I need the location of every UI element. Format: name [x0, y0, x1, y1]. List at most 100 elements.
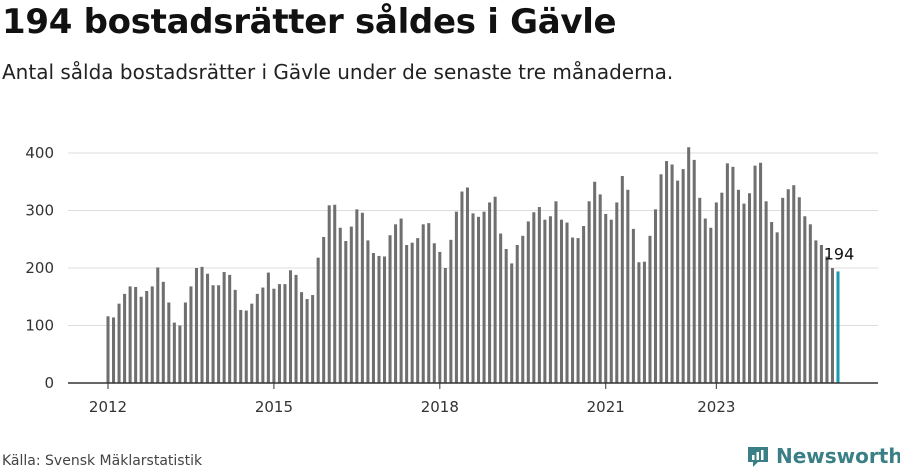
- bar[interactable]: [405, 245, 409, 383]
- bar[interactable]: [250, 303, 254, 383]
- bar[interactable]: [416, 238, 420, 383]
- bar[interactable]: [338, 227, 342, 383]
- bar[interactable]: [443, 268, 447, 383]
- bar[interactable]: [156, 267, 160, 383]
- bar[interactable]: [764, 201, 768, 383]
- bar[interactable]: [482, 211, 486, 383]
- bar[interactable]: [775, 232, 779, 383]
- brand-logo[interactable]: Newsworthy: [746, 443, 900, 469]
- bar[interactable]: [725, 163, 729, 383]
- bar[interactable]: [709, 227, 713, 383]
- bar[interactable]: [499, 233, 503, 384]
- bar[interactable]: [200, 266, 204, 383]
- bar[interactable]: [371, 253, 375, 383]
- bar[interactable]: [698, 197, 702, 383]
- bar[interactable]: [399, 218, 403, 383]
- bar[interactable]: [819, 245, 823, 383]
- bar[interactable]: [759, 162, 763, 383]
- bar[interactable]: [504, 249, 508, 383]
- bar[interactable]: [244, 310, 248, 383]
- bar[interactable]: [830, 268, 834, 383]
- bar[interactable]: [228, 274, 232, 383]
- bar[interactable]: [526, 221, 530, 383]
- bar[interactable]: [139, 296, 143, 383]
- bar[interactable]: [117, 303, 121, 383]
- bar[interactable]: [714, 202, 718, 383]
- bar[interactable]: [150, 286, 154, 383]
- bar[interactable]: [620, 176, 624, 383]
- bar[interactable]: [792, 185, 796, 383]
- bar[interactable]: [161, 281, 165, 383]
- bar[interactable]: [189, 286, 193, 383]
- bar[interactable]: [366, 240, 370, 383]
- bar[interactable]: [582, 226, 586, 383]
- bar[interactable]: [465, 187, 469, 384]
- bar[interactable]: [355, 209, 359, 383]
- bar[interactable]: [261, 287, 265, 383]
- bar[interactable]: [311, 295, 315, 383]
- bar[interactable]: [659, 174, 663, 383]
- bar[interactable]: [548, 216, 552, 383]
- bar[interactable]: [172, 322, 176, 383]
- bar[interactable]: [277, 284, 281, 383]
- bar[interactable]: [781, 197, 785, 383]
- bar[interactable]: [239, 309, 243, 383]
- bar[interactable]: [598, 194, 602, 383]
- bar[interactable]: [571, 237, 575, 383]
- bar[interactable]: [521, 235, 525, 383]
- bar[interactable]: [294, 274, 298, 383]
- bar[interactable]: [427, 223, 431, 383]
- bar[interactable]: [206, 273, 210, 383]
- bar[interactable]: [394, 224, 398, 383]
- bar[interactable]: [167, 302, 171, 384]
- bar[interactable]: [471, 213, 475, 384]
- bar[interactable]: [692, 159, 696, 383]
- bar[interactable]: [438, 251, 442, 383]
- bar-latest[interactable]: [836, 271, 840, 383]
- bar[interactable]: [112, 317, 116, 383]
- bar[interactable]: [327, 205, 331, 383]
- bar[interactable]: [272, 288, 276, 383]
- bar[interactable]: [742, 203, 746, 383]
- bar[interactable]: [797, 197, 801, 383]
- bar[interactable]: [460, 191, 464, 383]
- bar[interactable]: [532, 212, 536, 383]
- bar[interactable]: [559, 219, 563, 383]
- bar[interactable]: [537, 207, 541, 383]
- bar[interactable]: [565, 222, 569, 383]
- bar[interactable]: [382, 256, 387, 384]
- bar[interactable]: [333, 204, 337, 383]
- bar[interactable]: [211, 285, 215, 383]
- bar[interactable]: [510, 263, 514, 383]
- bar[interactable]: [288, 270, 293, 383]
- bar[interactable]: [609, 219, 613, 383]
- bar[interactable]: [587, 201, 591, 383]
- bar[interactable]: [322, 236, 326, 383]
- bar[interactable]: [134, 286, 138, 383]
- bar[interactable]: [736, 189, 740, 383]
- bar[interactable]: [808, 224, 812, 383]
- bar[interactable]: [410, 242, 414, 383]
- bar[interactable]: [283, 284, 287, 383]
- bar[interactable]: [703, 218, 707, 383]
- bar[interactable]: [576, 238, 580, 383]
- bar[interactable]: [316, 257, 320, 383]
- bar[interactable]: [642, 261, 646, 383]
- bar[interactable]: [255, 293, 259, 384]
- bar[interactable]: [344, 240, 348, 383]
- bar[interactable]: [360, 212, 364, 383]
- bar[interactable]: [681, 169, 685, 383]
- bar[interactable]: [145, 291, 149, 383]
- bar[interactable]: [554, 201, 558, 383]
- bar[interactable]: [670, 164, 674, 384]
- bar[interactable]: [300, 292, 304, 383]
- bar[interactable]: [637, 262, 641, 383]
- bar[interactable]: [665, 161, 669, 383]
- bar[interactable]: [222, 272, 226, 383]
- bar[interactable]: [653, 209, 658, 383]
- bar[interactable]: [128, 286, 132, 383]
- bar[interactable]: [687, 147, 691, 383]
- bar[interactable]: [488, 202, 492, 383]
- bar[interactable]: [731, 166, 735, 383]
- bar[interactable]: [631, 228, 635, 383]
